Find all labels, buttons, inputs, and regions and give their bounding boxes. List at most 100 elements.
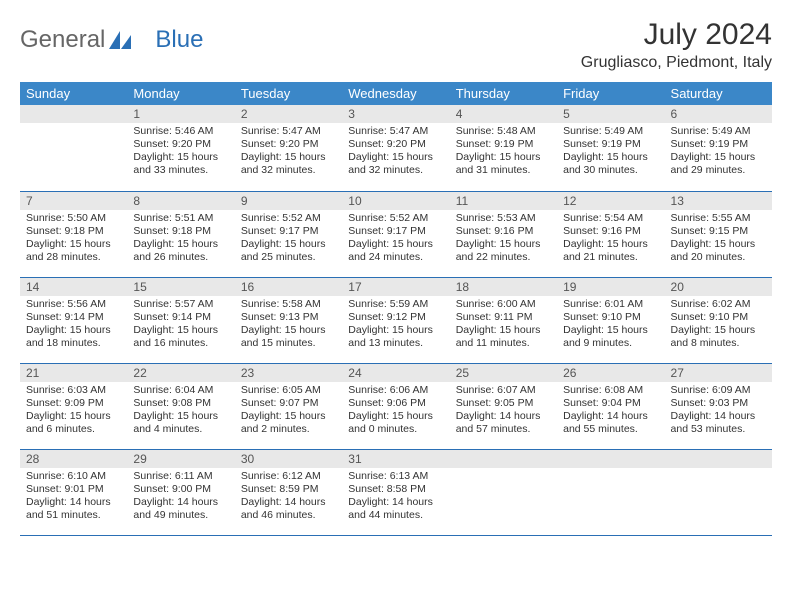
day-detail: Sunrise: 6:12 AMSunset: 8:59 PMDaylight:… bbox=[235, 468, 342, 527]
weekday-header: Tuesday bbox=[235, 82, 342, 105]
calendar-cell: 23Sunrise: 6:05 AMSunset: 9:07 PMDayligh… bbox=[235, 363, 342, 449]
weekday-header: Sunday bbox=[20, 82, 127, 105]
calendar-cell bbox=[450, 449, 557, 535]
calendar-cell: 29Sunrise: 6:11 AMSunset: 9:00 PMDayligh… bbox=[127, 449, 234, 535]
calendar-cell bbox=[557, 449, 664, 535]
calendar-cell: 6Sunrise: 5:49 AMSunset: 9:19 PMDaylight… bbox=[665, 105, 772, 191]
day-number: 20 bbox=[665, 278, 772, 296]
calendar-cell: 7Sunrise: 5:50 AMSunset: 9:18 PMDaylight… bbox=[20, 191, 127, 277]
calendar-cell: 31Sunrise: 6:13 AMSunset: 8:58 PMDayligh… bbox=[342, 449, 449, 535]
logo-sail-icon bbox=[107, 29, 133, 51]
day-detail: Sunrise: 5:47 AMSunset: 9:20 PMDaylight:… bbox=[235, 123, 342, 182]
location: Grugliasco, Piedmont, Italy bbox=[581, 54, 772, 72]
day-detail: Sunrise: 5:56 AMSunset: 9:14 PMDaylight:… bbox=[20, 296, 127, 355]
day-number: 23 bbox=[235, 364, 342, 382]
day-number: 17 bbox=[342, 278, 449, 296]
weekday-header: Friday bbox=[557, 82, 664, 105]
day-detail: Sunrise: 6:09 AMSunset: 9:03 PMDaylight:… bbox=[665, 382, 772, 441]
weekday-header: Wednesday bbox=[342, 82, 449, 105]
calendar-cell: 8Sunrise: 5:51 AMSunset: 9:18 PMDaylight… bbox=[127, 191, 234, 277]
calendar-cell: 17Sunrise: 5:59 AMSunset: 9:12 PMDayligh… bbox=[342, 277, 449, 363]
calendar-cell: 18Sunrise: 6:00 AMSunset: 9:11 PMDayligh… bbox=[450, 277, 557, 363]
day-detail: Sunrise: 5:48 AMSunset: 9:19 PMDaylight:… bbox=[450, 123, 557, 182]
day-number: 11 bbox=[450, 192, 557, 210]
day-detail bbox=[557, 468, 664, 474]
weekday-header: Monday bbox=[127, 82, 234, 105]
day-number: 4 bbox=[450, 105, 557, 123]
weekday-header: Saturday bbox=[665, 82, 772, 105]
calendar-row: 21Sunrise: 6:03 AMSunset: 9:09 PMDayligh… bbox=[20, 363, 772, 449]
calendar-cell: 12Sunrise: 5:54 AMSunset: 9:16 PMDayligh… bbox=[557, 191, 664, 277]
calendar-cell: 15Sunrise: 5:57 AMSunset: 9:14 PMDayligh… bbox=[127, 277, 234, 363]
calendar-cell: 30Sunrise: 6:12 AMSunset: 8:59 PMDayligh… bbox=[235, 449, 342, 535]
day-detail: Sunrise: 6:05 AMSunset: 9:07 PMDaylight:… bbox=[235, 382, 342, 441]
calendar-row: 1Sunrise: 5:46 AMSunset: 9:20 PMDaylight… bbox=[20, 105, 772, 191]
calendar-cell: 10Sunrise: 5:52 AMSunset: 9:17 PMDayligh… bbox=[342, 191, 449, 277]
calendar-cell: 21Sunrise: 6:03 AMSunset: 9:09 PMDayligh… bbox=[20, 363, 127, 449]
calendar-cell: 22Sunrise: 6:04 AMSunset: 9:08 PMDayligh… bbox=[127, 363, 234, 449]
calendar-row: 14Sunrise: 5:56 AMSunset: 9:14 PMDayligh… bbox=[20, 277, 772, 363]
day-number: 27 bbox=[665, 364, 772, 382]
calendar-cell: 25Sunrise: 6:07 AMSunset: 9:05 PMDayligh… bbox=[450, 363, 557, 449]
calendar-cell: 20Sunrise: 6:02 AMSunset: 9:10 PMDayligh… bbox=[665, 277, 772, 363]
calendar-cell: 16Sunrise: 5:58 AMSunset: 9:13 PMDayligh… bbox=[235, 277, 342, 363]
day-number: 29 bbox=[127, 450, 234, 468]
day-number: 3 bbox=[342, 105, 449, 123]
day-detail: Sunrise: 5:53 AMSunset: 9:16 PMDaylight:… bbox=[450, 210, 557, 269]
calendar-cell: 13Sunrise: 5:55 AMSunset: 9:15 PMDayligh… bbox=[665, 191, 772, 277]
day-number bbox=[665, 450, 772, 468]
day-detail: Sunrise: 6:02 AMSunset: 9:10 PMDaylight:… bbox=[665, 296, 772, 355]
header: General Blue July 2024 Grugliasco, Piedm… bbox=[20, 18, 772, 72]
day-detail: Sunrise: 5:49 AMSunset: 9:19 PMDaylight:… bbox=[557, 123, 664, 182]
day-number: 31 bbox=[342, 450, 449, 468]
day-number: 2 bbox=[235, 105, 342, 123]
day-number: 28 bbox=[20, 450, 127, 468]
day-detail: Sunrise: 5:55 AMSunset: 9:15 PMDaylight:… bbox=[665, 210, 772, 269]
day-detail bbox=[20, 123, 127, 129]
day-number: 9 bbox=[235, 192, 342, 210]
day-number: 22 bbox=[127, 364, 234, 382]
day-number: 5 bbox=[557, 105, 664, 123]
day-number: 25 bbox=[450, 364, 557, 382]
day-number: 7 bbox=[20, 192, 127, 210]
calendar-cell: 28Sunrise: 6:10 AMSunset: 9:01 PMDayligh… bbox=[20, 449, 127, 535]
calendar-cell: 2Sunrise: 5:47 AMSunset: 9:20 PMDaylight… bbox=[235, 105, 342, 191]
logo: General Blue bbox=[20, 26, 203, 54]
day-number: 26 bbox=[557, 364, 664, 382]
day-number: 14 bbox=[20, 278, 127, 296]
day-number: 6 bbox=[665, 105, 772, 123]
day-detail bbox=[665, 468, 772, 474]
day-detail: Sunrise: 6:04 AMSunset: 9:08 PMDaylight:… bbox=[127, 382, 234, 441]
day-detail: Sunrise: 5:47 AMSunset: 9:20 PMDaylight:… bbox=[342, 123, 449, 182]
day-number: 10 bbox=[342, 192, 449, 210]
day-number: 1 bbox=[127, 105, 234, 123]
day-number: 16 bbox=[235, 278, 342, 296]
weekday-header: Thursday bbox=[450, 82, 557, 105]
day-detail: Sunrise: 6:03 AMSunset: 9:09 PMDaylight:… bbox=[20, 382, 127, 441]
day-number: 30 bbox=[235, 450, 342, 468]
day-detail: Sunrise: 5:51 AMSunset: 9:18 PMDaylight:… bbox=[127, 210, 234, 269]
day-number: 13 bbox=[665, 192, 772, 210]
calendar-cell: 24Sunrise: 6:06 AMSunset: 9:06 PMDayligh… bbox=[342, 363, 449, 449]
day-detail: Sunrise: 5:59 AMSunset: 9:12 PMDaylight:… bbox=[342, 296, 449, 355]
day-detail: Sunrise: 6:08 AMSunset: 9:04 PMDaylight:… bbox=[557, 382, 664, 441]
day-detail: Sunrise: 5:58 AMSunset: 9:13 PMDaylight:… bbox=[235, 296, 342, 355]
day-detail: Sunrise: 6:10 AMSunset: 9:01 PMDaylight:… bbox=[20, 468, 127, 527]
day-detail: Sunrise: 5:52 AMSunset: 9:17 PMDaylight:… bbox=[342, 210, 449, 269]
day-number: 8 bbox=[127, 192, 234, 210]
day-detail: Sunrise: 5:49 AMSunset: 9:19 PMDaylight:… bbox=[665, 123, 772, 182]
calendar-row: 28Sunrise: 6:10 AMSunset: 9:01 PMDayligh… bbox=[20, 449, 772, 535]
day-number: 18 bbox=[450, 278, 557, 296]
calendar-cell bbox=[20, 105, 127, 191]
day-detail: Sunrise: 5:54 AMSunset: 9:16 PMDaylight:… bbox=[557, 210, 664, 269]
day-number: 12 bbox=[557, 192, 664, 210]
calendar-cell: 4Sunrise: 5:48 AMSunset: 9:19 PMDaylight… bbox=[450, 105, 557, 191]
day-number: 21 bbox=[20, 364, 127, 382]
day-detail: Sunrise: 5:52 AMSunset: 9:17 PMDaylight:… bbox=[235, 210, 342, 269]
calendar-cell: 9Sunrise: 5:52 AMSunset: 9:17 PMDaylight… bbox=[235, 191, 342, 277]
calendar-table: SundayMondayTuesdayWednesdayThursdayFrid… bbox=[20, 82, 772, 536]
day-number: 19 bbox=[557, 278, 664, 296]
day-number bbox=[450, 450, 557, 468]
day-detail: Sunrise: 6:06 AMSunset: 9:06 PMDaylight:… bbox=[342, 382, 449, 441]
day-detail: Sunrise: 6:11 AMSunset: 9:00 PMDaylight:… bbox=[127, 468, 234, 527]
